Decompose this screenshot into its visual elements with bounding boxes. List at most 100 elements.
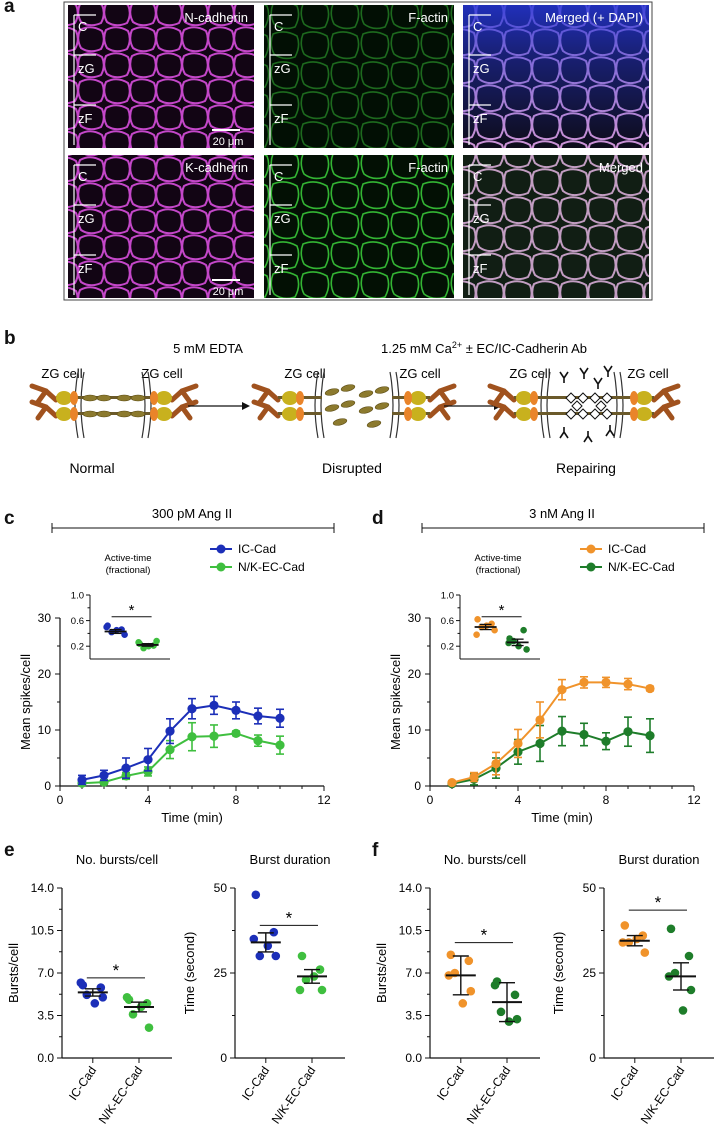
x-tick-label: 4 bbox=[515, 793, 522, 807]
legend-label: N/K-EC-Cad bbox=[238, 560, 305, 574]
y-axis-label: Bursts/cell bbox=[374, 943, 389, 1003]
inset-y-tick-label: 0.6 bbox=[441, 616, 454, 627]
sig-star: * bbox=[286, 908, 293, 927]
data-point bbox=[275, 740, 285, 750]
y-tick-label: 50 bbox=[583, 881, 597, 895]
y-tick-label: 0 bbox=[414, 779, 421, 793]
data-point bbox=[469, 772, 479, 782]
zone-label: zG bbox=[274, 211, 291, 226]
dot-point bbox=[144, 1023, 154, 1032]
dot-point bbox=[466, 986, 476, 996]
dot-point bbox=[496, 1007, 506, 1017]
arrow-1 bbox=[188, 402, 250, 410]
data-point bbox=[491, 759, 501, 769]
junction-disrupted bbox=[254, 371, 454, 439]
zone-label: zG bbox=[274, 61, 291, 76]
data-point bbox=[645, 731, 655, 741]
x-tick-label: N/K-EC-Cad bbox=[638, 1064, 688, 1127]
inset-y-tick-label: 0.6 bbox=[71, 616, 84, 627]
inset-title-line2: (fractional) bbox=[476, 565, 521, 576]
dot-point bbox=[620, 921, 630, 930]
zone-label: zG bbox=[78, 61, 95, 76]
cell-label-5: ZG cell bbox=[509, 366, 550, 381]
zone-label: C bbox=[473, 169, 482, 184]
antibody-icons bbox=[559, 365, 615, 443]
x-tick-label: IC-Cad bbox=[434, 1064, 467, 1103]
inset-point bbox=[473, 631, 480, 638]
cell-label-2: ZG cell bbox=[141, 366, 182, 381]
zone-label: zF bbox=[78, 261, 93, 276]
dotplot-title: No. bursts/cell bbox=[76, 852, 158, 867]
zone-label: C bbox=[473, 19, 482, 34]
sig-star: * bbox=[481, 926, 488, 945]
inset-point bbox=[488, 620, 495, 628]
y-tick-label: 7.0 bbox=[37, 966, 54, 980]
dot-point bbox=[446, 950, 456, 960]
dot-point bbox=[678, 1006, 688, 1015]
data-point bbox=[165, 726, 175, 736]
dot-point bbox=[640, 948, 650, 957]
scale-bar-label: 20 μm bbox=[213, 136, 244, 148]
dot-point bbox=[317, 985, 327, 995]
y-tick-label: 30 bbox=[408, 611, 422, 625]
data-point bbox=[623, 727, 633, 737]
junction-repairing bbox=[490, 365, 678, 443]
state-repairing: Repairing bbox=[556, 460, 616, 476]
x-tick-label: 8 bbox=[233, 793, 240, 807]
dot-point bbox=[510, 990, 520, 1000]
legend-label: IC-Cad bbox=[608, 542, 646, 556]
x-tick-label: 8 bbox=[603, 793, 610, 807]
dot-point bbox=[686, 985, 696, 995]
edta-label: 5 mM EDTA bbox=[173, 341, 243, 356]
state-disrupted: Disrupted bbox=[322, 460, 382, 476]
y-tick-label: 7.0 bbox=[405, 966, 422, 980]
y-tick-label: 0.0 bbox=[405, 1051, 422, 1065]
panel-a-overlay: N-cadherin CzG zF F-actin CzG zF Merged (+ DAP… bbox=[73, 10, 643, 298]
series-line bbox=[81, 704, 281, 781]
y-axis-label: Mean spikes/cell bbox=[18, 654, 33, 750]
y-tick-label: 20 bbox=[408, 667, 422, 681]
data-point bbox=[601, 736, 611, 746]
dot-point bbox=[271, 951, 281, 961]
dot-point bbox=[251, 890, 261, 900]
y-tick-label: 30 bbox=[38, 611, 52, 625]
y-tick-label: 10.5 bbox=[31, 924, 55, 938]
zone-label: zF bbox=[274, 111, 289, 126]
y-tick-label: 14.0 bbox=[31, 881, 55, 895]
inset-title-line1: Active-time bbox=[105, 553, 152, 564]
panel-label-a: a bbox=[4, 0, 15, 17]
dot-point bbox=[249, 934, 259, 944]
dot-point bbox=[618, 938, 628, 947]
inset-y-tick-label: 0.2 bbox=[71, 642, 84, 653]
data-point bbox=[535, 715, 545, 725]
zone-label: C bbox=[78, 19, 87, 34]
y-tick-label: 20 bbox=[38, 667, 52, 681]
dot-point bbox=[96, 983, 106, 992]
series-line bbox=[451, 730, 651, 785]
panel-label-d: d bbox=[372, 508, 384, 529]
inset-y-tick-label: 0.2 bbox=[441, 642, 454, 653]
x-axis-label: Time (min) bbox=[531, 810, 593, 825]
junction-normal bbox=[32, 371, 196, 439]
y-axis-label: Time (second) bbox=[551, 932, 566, 1015]
x-tick-label: 12 bbox=[317, 793, 331, 807]
y-tick-label: 0 bbox=[589, 1051, 596, 1065]
data-point bbox=[187, 732, 197, 742]
zone-label: C bbox=[78, 169, 87, 184]
inset-y-tick-label: 1.0 bbox=[441, 591, 454, 602]
panel-label-b: b bbox=[4, 328, 16, 349]
x-tick-label: N/K-EC-Cad bbox=[464, 1064, 514, 1127]
dot-point bbox=[90, 999, 100, 1008]
dot-point bbox=[98, 992, 108, 1002]
panel-a-micrographs bbox=[63, 1, 653, 301]
data-point bbox=[557, 685, 567, 695]
data-point bbox=[645, 683, 655, 694]
dot-point bbox=[122, 992, 132, 1002]
inset-point bbox=[135, 639, 142, 646]
inset-point bbox=[523, 646, 530, 653]
dot-point bbox=[301, 975, 311, 985]
inset-point bbox=[153, 637, 160, 645]
dot-point bbox=[684, 951, 694, 961]
y-tick-label: 10.5 bbox=[399, 924, 423, 938]
